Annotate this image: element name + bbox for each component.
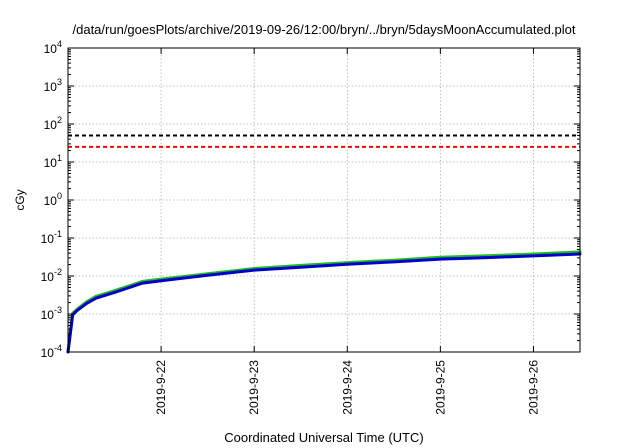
x-axis-label: Coordinated Universal Time (UTC) <box>224 430 423 445</box>
x-tick-label: 2019-9-22 <box>154 360 168 415</box>
y-tick-label: 103 <box>44 77 62 94</box>
y-tick-label: 10-3 <box>41 305 62 322</box>
series-lines <box>66 250 582 354</box>
y-tick-label: 10-4 <box>41 343 62 360</box>
y-tick-label: 102 <box>44 115 62 132</box>
x-tick-label: 2019-9-23 <box>247 360 261 415</box>
x-tick-label: 2019-9-24 <box>340 360 354 415</box>
grid <box>68 48 580 352</box>
y-tick-label: 10-2 <box>41 267 62 284</box>
y-tick-label: 10-1 <box>41 229 62 246</box>
series-line <box>66 252 582 354</box>
y-axis-label: cGy <box>13 189 27 210</box>
x-tick-label: 2019-9-25 <box>433 360 447 415</box>
plot-frame <box>67 47 581 353</box>
y-tick-label: 101 <box>44 153 62 170</box>
y-tick-label: 104 <box>44 39 62 56</box>
y-tick-label: 100 <box>44 191 62 208</box>
reference-lines <box>68 134 580 148</box>
x-tick-label: 2019-9-26 <box>526 360 540 415</box>
chart-title: /data/run/goesPlots/archive/2019-09-26/1… <box>73 22 576 37</box>
axis-ticks: 10-4 10-3 10-2 10-1 100 101 102 103 104 2019-9-22… <box>41 39 580 415</box>
